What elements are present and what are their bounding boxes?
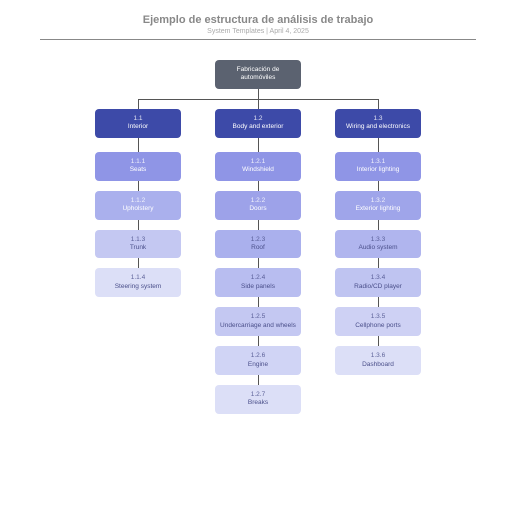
node-number: 1.1.1	[99, 158, 177, 166]
connector-line	[258, 99, 259, 109]
node-label: Exterior lighting	[339, 205, 417, 213]
node-number: 1.1.3	[99, 236, 177, 244]
node-label: Interior	[99, 123, 177, 131]
node-label: Undercarriage and wheels	[219, 322, 297, 330]
connector-line	[258, 258, 259, 268]
child-node: 1.2.5Undercarriage and wheels	[215, 307, 301, 336]
page-title: Ejemplo de estructura de análisis de tra…	[40, 14, 476, 26]
node-number: 1.1.4	[99, 274, 177, 282]
connector-line	[378, 258, 379, 268]
connector-line	[378, 297, 379, 307]
tree-columns: 1.1Interior1.1.1Seats1.1.2Upholstery1.1.…	[40, 109, 476, 414]
connector-line	[258, 297, 259, 307]
child-node: 1.3.3Audio system	[335, 230, 421, 259]
child-node: 1.3.2Exterior lighting	[335, 191, 421, 220]
node-label: Cellphone ports	[339, 322, 417, 330]
child-node: 1.3.5Cellphone ports	[335, 307, 421, 336]
child-node: 1.1.4Steering system	[95, 268, 181, 297]
node-label: Side panels	[219, 283, 297, 291]
connector-line	[138, 99, 378, 100]
connector-line	[258, 89, 259, 99]
node-number: 1.3.6	[339, 352, 417, 360]
node-number: 1.3.3	[339, 236, 417, 244]
node-number: 1.2	[219, 115, 297, 123]
node-number: 1.2.3	[219, 236, 297, 244]
connector-line	[378, 99, 379, 109]
child-node: 1.2.2Doors	[215, 191, 301, 220]
connector-line	[258, 138, 259, 152]
connector-line	[378, 181, 379, 191]
node-label: Upholstery	[99, 205, 177, 213]
child-node: 1.3.6Dashboard	[335, 346, 421, 375]
node-number: 1.2.1	[219, 158, 297, 166]
connector-line	[378, 220, 379, 230]
node-number: 1.3.4	[339, 274, 417, 282]
connector-line	[138, 258, 139, 268]
child-node: 1.1.2Upholstery	[95, 191, 181, 220]
root-label: Fabricación de automóviles	[219, 66, 297, 83]
node-number: 1.1.2	[99, 197, 177, 205]
node-label: Steering system	[99, 283, 177, 291]
node-label: Engine	[219, 361, 297, 369]
child-node: 1.2.3Roof	[215, 230, 301, 259]
connector-line	[258, 220, 259, 230]
node-label: Radio/CD player	[339, 283, 417, 291]
node-number: 1.3	[339, 115, 417, 123]
child-node: 1.1.1Seats	[95, 152, 181, 181]
node-label: Trunk	[99, 244, 177, 252]
wbs-tree: Fabricación de automóviles 1.1Interior1.…	[40, 60, 476, 414]
tree-column: 1.3Wiring and electronics 1.3.1Interior l…	[335, 109, 421, 414]
connector-line	[378, 336, 379, 346]
node-label: Body and exterior	[219, 123, 297, 131]
node-number: 1.3.1	[339, 158, 417, 166]
tree-column: 1.2Body and exterior 1.2.1Windshield 1.2.2…	[215, 109, 301, 414]
connector-line	[138, 99, 139, 109]
node-number: 1.2.2	[219, 197, 297, 205]
connector-line	[138, 220, 139, 230]
child-node: 1.2.1Windshield	[215, 152, 301, 181]
node-label: Interior lighting	[339, 166, 417, 174]
node-label: Roof	[219, 244, 297, 252]
node-number: 1.2.4	[219, 274, 297, 282]
node-number: 1.3.2	[339, 197, 417, 205]
node-label: Breaks	[219, 399, 297, 407]
connector-line	[138, 138, 139, 152]
node-label: Windshield	[219, 166, 297, 174]
node-number: 1.3.5	[339, 313, 417, 321]
node-number: 1.2.7	[219, 391, 297, 399]
connector-line	[378, 138, 379, 152]
connector-line	[258, 375, 259, 385]
root-node: Fabricación de automóviles	[215, 60, 301, 89]
connector-line	[138, 181, 139, 191]
node-number: 1.2.6	[219, 352, 297, 360]
child-node: 1.2.6Engine	[215, 346, 301, 375]
node-label: Dashboard	[339, 361, 417, 369]
page-header: Ejemplo de estructura de análisis de tra…	[40, 14, 476, 40]
node-number: 1.2.5	[219, 313, 297, 321]
page-subtitle: System Templates | April 4, 2025	[40, 28, 476, 35]
node-label: Wiring and electronics	[339, 123, 417, 131]
branch-head-node: 1.3Wiring and electronics	[335, 109, 421, 138]
branch-head-node: 1.1Interior	[95, 109, 181, 138]
tree-column: 1.1Interior1.1.1Seats1.1.2Upholstery1.1.…	[95, 109, 181, 414]
child-node: 1.2.7Breaks	[215, 385, 301, 414]
node-number: 1.1	[99, 115, 177, 123]
connector-line	[258, 336, 259, 346]
connector-line	[258, 181, 259, 191]
node-label: Doors	[219, 205, 297, 213]
child-node: 1.3.1Interior lighting	[335, 152, 421, 181]
child-node: 1.3.4Radio/CD player	[335, 268, 421, 297]
child-node: 1.2.4Side panels	[215, 268, 301, 297]
node-label: Seats	[99, 166, 177, 174]
child-node: 1.1.3Trunk	[95, 230, 181, 259]
branch-head-node: 1.2Body and exterior	[215, 109, 301, 138]
node-label: Audio system	[339, 244, 417, 252]
